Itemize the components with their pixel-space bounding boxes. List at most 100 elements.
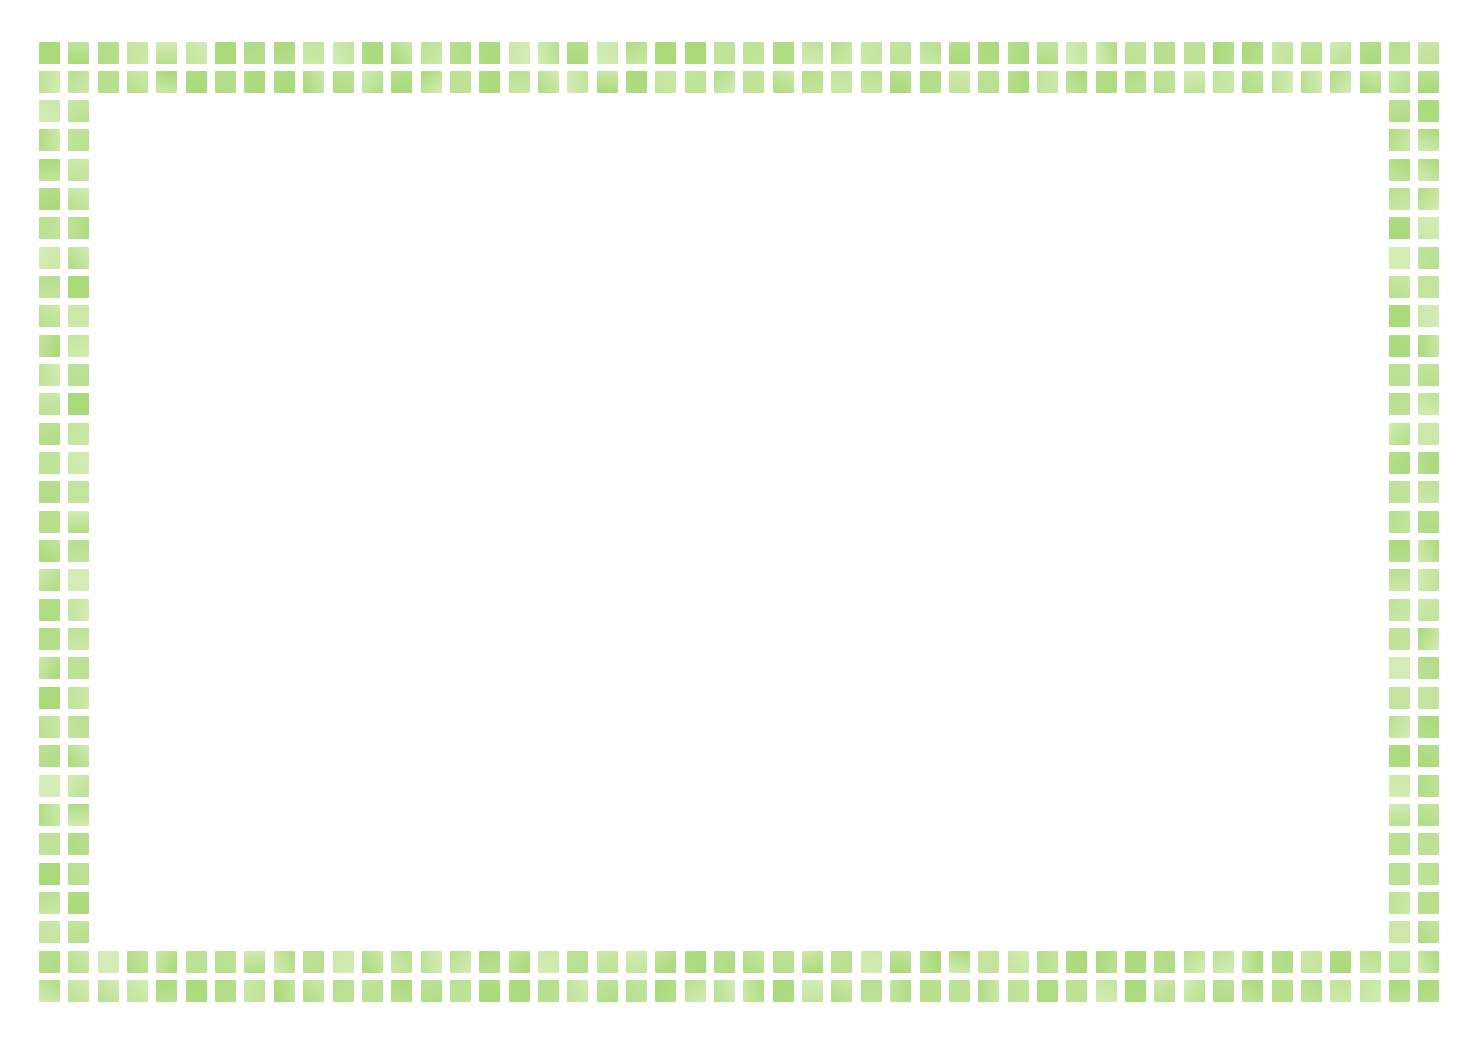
border-tile bbox=[1213, 71, 1234, 93]
border-tile bbox=[1389, 540, 1410, 562]
border-tile bbox=[1418, 599, 1439, 621]
border-tile bbox=[1066, 951, 1087, 973]
border-tile bbox=[1418, 951, 1439, 973]
border-tile bbox=[831, 951, 852, 973]
border-tile bbox=[1418, 71, 1439, 93]
border-tile bbox=[127, 951, 148, 973]
border-tile bbox=[1330, 980, 1351, 1002]
border-tile bbox=[68, 687, 89, 709]
border-tile bbox=[1418, 687, 1439, 709]
border-tile bbox=[39, 921, 60, 943]
border-tile bbox=[1066, 42, 1087, 64]
border-tile bbox=[1184, 71, 1205, 93]
border-tile bbox=[773, 71, 794, 93]
border-tile bbox=[1301, 71, 1322, 93]
border-tile bbox=[362, 42, 383, 64]
border-tile bbox=[1418, 833, 1439, 855]
border-tile bbox=[1125, 980, 1146, 1002]
border-tile bbox=[68, 42, 89, 64]
border-tile bbox=[1418, 276, 1439, 298]
border-tile bbox=[1418, 569, 1439, 591]
border-tile bbox=[479, 951, 500, 973]
border-tile bbox=[450, 71, 471, 93]
border-tile bbox=[39, 951, 60, 973]
border-tile bbox=[215, 71, 236, 93]
border-tile bbox=[626, 980, 647, 1002]
border-tile bbox=[1418, 247, 1439, 269]
border-tile bbox=[890, 71, 911, 93]
border-tile bbox=[1389, 628, 1410, 650]
border-tile bbox=[1242, 71, 1263, 93]
border-tile bbox=[978, 980, 999, 1002]
border-tile bbox=[978, 951, 999, 973]
border-tile bbox=[1213, 951, 1234, 973]
border-tile bbox=[1418, 305, 1439, 327]
border-tile bbox=[39, 980, 60, 1002]
border-tile bbox=[538, 71, 559, 93]
border-tile bbox=[391, 951, 412, 973]
border-tile bbox=[68, 423, 89, 445]
border-tile bbox=[1418, 129, 1439, 151]
border-tile bbox=[215, 980, 236, 1002]
border-tile bbox=[1418, 804, 1439, 826]
border-tile bbox=[1272, 71, 1293, 93]
border-tile bbox=[1389, 951, 1410, 973]
border-tile bbox=[1418, 42, 1439, 64]
border-tile bbox=[1272, 42, 1293, 64]
border-tile bbox=[244, 980, 265, 1002]
border-tile bbox=[920, 42, 941, 64]
border-tile bbox=[1242, 42, 1263, 64]
border-tile bbox=[1418, 335, 1439, 357]
border-tile bbox=[626, 951, 647, 973]
border-tile bbox=[1037, 42, 1058, 64]
border-tile bbox=[597, 951, 618, 973]
border-tile bbox=[274, 42, 295, 64]
border-tile bbox=[39, 276, 60, 298]
border-tile bbox=[1418, 745, 1439, 767]
border-tile bbox=[1154, 71, 1175, 93]
border-tile bbox=[450, 951, 471, 973]
border-tile bbox=[39, 716, 60, 738]
border-tile bbox=[98, 71, 119, 93]
border-tile bbox=[1389, 481, 1410, 503]
border-tile bbox=[98, 42, 119, 64]
border-tile bbox=[156, 951, 177, 973]
border-tile bbox=[68, 276, 89, 298]
border-tile bbox=[1418, 892, 1439, 914]
border-tile bbox=[920, 980, 941, 1002]
border-tile bbox=[1418, 657, 1439, 679]
border-tile bbox=[1154, 951, 1175, 973]
border-tile bbox=[68, 364, 89, 386]
border-tile bbox=[567, 951, 588, 973]
border-tile bbox=[39, 393, 60, 415]
border-tile bbox=[1037, 951, 1058, 973]
border-tile bbox=[1389, 188, 1410, 210]
border-tile bbox=[1389, 71, 1410, 93]
border-tile bbox=[1389, 335, 1410, 357]
border-tile bbox=[479, 980, 500, 1002]
border-tile bbox=[1418, 921, 1439, 943]
border-tile bbox=[949, 980, 970, 1002]
border-tile bbox=[1389, 863, 1410, 885]
border-tile bbox=[1389, 657, 1410, 679]
border-tile bbox=[98, 980, 119, 1002]
border-tile bbox=[39, 569, 60, 591]
border-tile bbox=[773, 42, 794, 64]
border-tile bbox=[127, 42, 148, 64]
border-tile bbox=[743, 42, 764, 64]
border-tile bbox=[714, 42, 735, 64]
border-tile bbox=[1418, 423, 1439, 445]
border-tile bbox=[156, 71, 177, 93]
border-tile bbox=[567, 71, 588, 93]
border-tile bbox=[1184, 980, 1205, 1002]
border-tile bbox=[1389, 364, 1410, 386]
border-tile bbox=[538, 980, 559, 1002]
border-tile bbox=[244, 951, 265, 973]
border-tile bbox=[186, 42, 207, 64]
border-tile bbox=[39, 775, 60, 797]
border-tile bbox=[303, 71, 324, 93]
border-tile bbox=[333, 951, 354, 973]
border-tile bbox=[1008, 42, 1029, 64]
border-tile bbox=[68, 247, 89, 269]
border-tile bbox=[1389, 716, 1410, 738]
